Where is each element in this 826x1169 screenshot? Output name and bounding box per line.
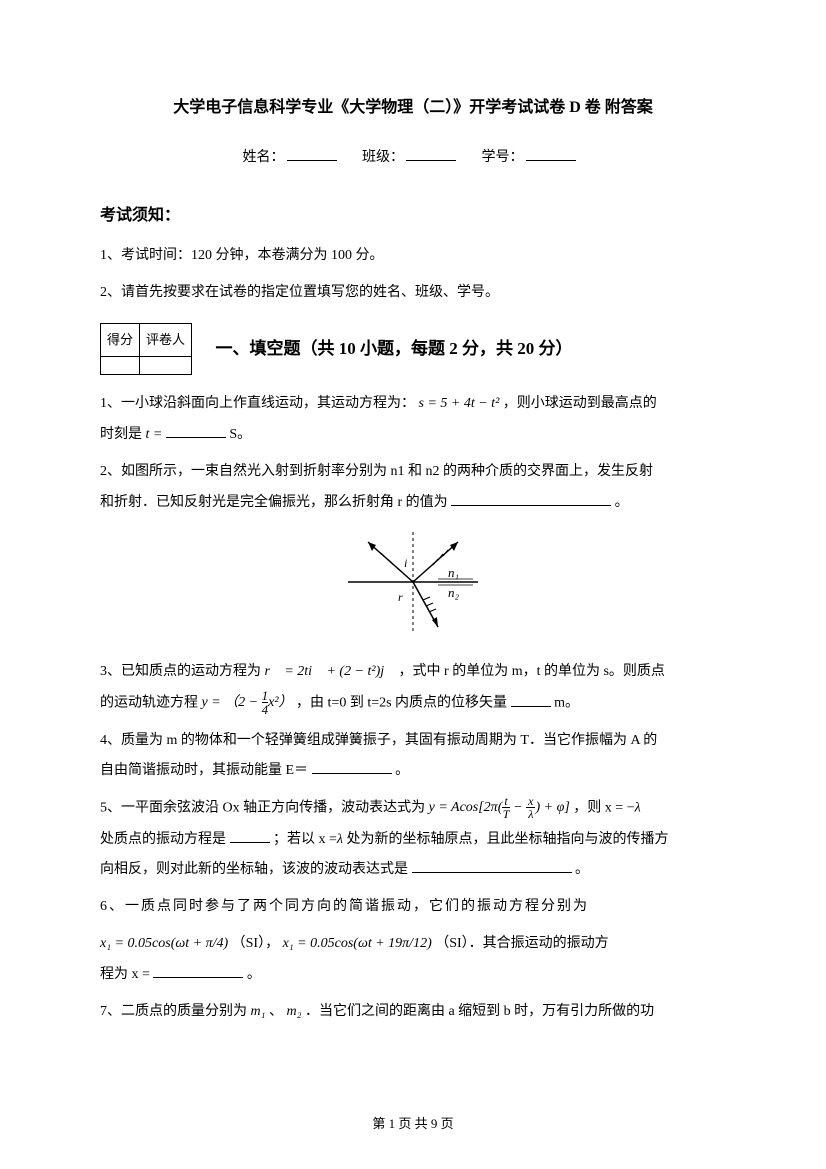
q2-line2-suffix: 。	[615, 495, 629, 510]
question-6: 6、一质点同时参与了两个同方向的简谐振动，它们的振动方程分别为	[100, 892, 726, 923]
q1-prefix: 1、一小球沿斜面向上作直线运动，其运动方程为：	[100, 396, 415, 411]
score-col-1: 得分	[101, 323, 140, 357]
id-blank	[526, 160, 576, 161]
exam-title: 大学电子信息科学专业《大学物理（二）》开学考试试卷 D 卷 附答案	[100, 90, 726, 125]
class-label: 班级：	[362, 150, 404, 165]
q1-line2-prefix: 时刻是	[100, 427, 142, 442]
q5-formula: y = Acos[2π(tT − xλ) + φ]	[429, 793, 570, 824]
question-5: 5、一平面余弦波沿 Ox 轴正方向传播，波动表达式为 y = Acos[2π(t…	[100, 793, 726, 886]
diagram-n2-label: n₂	[448, 585, 460, 600]
score-table: 得分 评卷人	[100, 323, 192, 376]
q6-formula2: x₁ = 0.05cos(ωt + 19π/12)	[283, 936, 432, 951]
q5-lambda2: λ	[337, 832, 343, 847]
q7-m2: m₂	[286, 1004, 301, 1019]
q5-lambda: λ	[635, 801, 641, 816]
notice-heading: 考试须知：	[100, 198, 726, 233]
q5-line3-suffix: 。	[575, 862, 589, 877]
q3-mid: ，式中 r 的单位为 m，t 的单位为 s。则质点	[399, 664, 665, 679]
q6-line1: 6、一质点同时参与了两个同方向的简谐振动，它们的振动方程分别为	[100, 899, 589, 914]
notice-item-1: 1、考试时间：120 分钟，本卷满分为 100 分。	[100, 241, 726, 272]
q3-line2-mid: ，由 t=0 到 t=2s 内质点的位移矢量	[296, 696, 507, 711]
q6-si1: （SI），	[232, 936, 279, 951]
q3-prefix: 3、已知质点的运动方程为	[100, 664, 261, 679]
question-1: 1、一小球沿斜面向上作直线运动，其运动方程为： s = 5 + 4t − t² …	[100, 389, 726, 451]
q1-mid: ，则小球运动到最高点的	[503, 396, 657, 411]
q1-line2-suffix: S。	[229, 427, 251, 442]
q3-f2-post: x²）	[268, 695, 292, 710]
q5-prefix: 5、一平面余弦波沿 Ox 轴正方向传播，波动表达式为	[100, 801, 425, 816]
question-3: 3、已知质点的运动方程为 r⃗ = 2ti⃗ + (2 − t²)j⃗ ，式中 …	[100, 657, 726, 719]
q7-m1: m₁	[251, 1004, 266, 1019]
class-blank	[406, 160, 456, 161]
q5-line2-mid: ；若以 x =	[273, 832, 337, 847]
q2-line1: 2、如图所示，一束自然光入射到折射率分别为 n1 和 n2 的两种介质的交界面上…	[100, 464, 653, 479]
name-label: 姓名：	[243, 150, 285, 165]
page-footer: 第 1 页 共 9 页	[0, 1110, 826, 1139]
q6-si2: （SI）．其合振运动的振动方	[435, 936, 608, 951]
score-col-2: 评卷人	[140, 323, 192, 357]
q6-formula1: x₁ = 0.05cos(ωt + π/4)	[100, 936, 228, 951]
q7-suffix: ．当它们之间的距离由 a 缩短到 b 时，万有引力所做的功	[305, 1004, 654, 1019]
q5-blank1	[230, 829, 270, 843]
diagram-n1-label: n₁	[448, 565, 459, 580]
student-info-line: 姓名： 班级： 学号：	[100, 143, 726, 174]
q5-blank2	[412, 859, 572, 873]
q2-blank	[451, 492, 611, 506]
q3-line2-suffix: m。	[554, 696, 579, 711]
notice-item-2: 2、请首先按要求在试卷的指定位置填写您的姓名、班级、学号。	[100, 278, 726, 309]
id-label: 学号：	[482, 150, 524, 165]
q1-blank	[166, 424, 226, 438]
score-cell-1	[101, 357, 140, 375]
q7-prefix: 7、二质点的质量分别为	[100, 1004, 247, 1019]
q5-mid1: ，则 x = −	[573, 801, 634, 816]
q3-f2-pre: y = （2 −	[202, 695, 262, 710]
question-6b: x₁ = 0.05cos(ωt + π/4) （SI）， x₁ = 0.05co…	[100, 929, 726, 991]
q6-blank	[153, 964, 243, 978]
question-4: 4、质量为 m 的物体和一个轻弹簧组成弹簧振子，其固有振动周期为 T．当它作振幅…	[100, 726, 726, 788]
q5-line2-prefix: 处质点的振动方程是	[100, 832, 226, 847]
q4-blank	[312, 760, 392, 774]
q3-blank	[511, 693, 551, 707]
q3-formula2: y = （2 − 14x²）	[202, 688, 293, 719]
q7-sep: 、	[269, 1004, 283, 1019]
question-7: 7、二质点的质量分别为 m₁ 、 m₂ ．当它们之间的距离由 a 缩短到 b 时…	[100, 997, 726, 1028]
diagram-r-label: r	[398, 590, 403, 604]
section-1-title: 一、填空题（共 10 小题，每题 2 分，共 20 分）	[216, 330, 573, 367]
q6-line3-suffix: 。	[247, 967, 261, 982]
q1-var: t =	[146, 427, 163, 442]
q5-line3-prefix: 向相反，则对此新的坐标轴，该波的波动表达式是	[100, 862, 408, 877]
diagram-i-label: i	[404, 556, 407, 570]
q1-formula: s = 5 + 4t − t²	[419, 396, 500, 411]
q5-line2-mid2: 处为新的坐标轴原点，且此坐标轴指向与波的传播方	[346, 832, 668, 847]
q2-line2-prefix: 和折射．已知反射光是完全偏振光，那么折射角 r 的值为	[100, 495, 448, 510]
q4-line1: 4、质量为 m 的物体和一个轻弹簧组成弹簧振子，其固有振动周期为 T．当它作振幅…	[100, 733, 657, 748]
name-blank	[287, 160, 337, 161]
q4-line2-prefix: 自由简谐振动时，其振动能量 E＝	[100, 763, 308, 778]
score-cell-2	[140, 357, 192, 375]
q4-line2-suffix: 。	[395, 763, 409, 778]
q3-line2-prefix: 的运动轨迹方程	[100, 696, 198, 711]
section-1-header: 得分 评卷人 一、填空题（共 10 小题，每题 2 分，共 20 分）	[100, 323, 726, 376]
q3-formula1: r⃗ = 2ti⃗ + (2 − t²)j⃗	[265, 664, 396, 679]
question-2: 2、如图所示，一束自然光入射到折射率分别为 n1 和 n2 的两种介质的交界面上…	[100, 457, 726, 519]
q6-line3-prefix: 程为 x =	[100, 967, 150, 982]
refraction-diagram: i r n₁ n₂	[100, 527, 726, 650]
